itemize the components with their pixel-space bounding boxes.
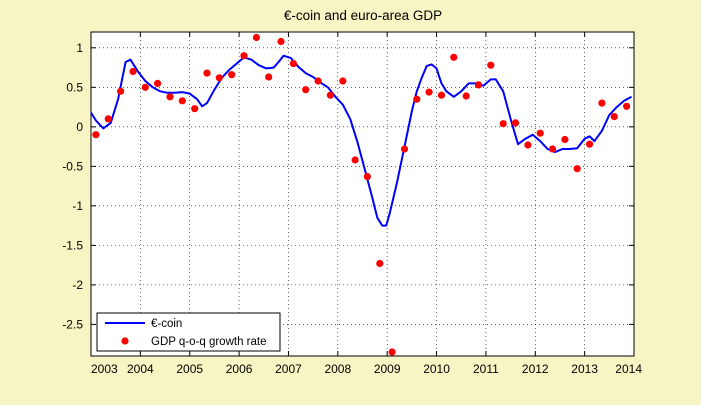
gdp-point [610, 113, 618, 121]
y-tick-label: -2 [72, 278, 83, 292]
x-tick-label: 2005 [176, 362, 203, 376]
gdp-point [413, 95, 421, 103]
y-tick-label: -1.5 [62, 238, 83, 252]
gdp-point [425, 88, 433, 96]
x-tick-label: 2004 [127, 362, 154, 376]
gdp-point [240, 52, 248, 60]
gdp-point [623, 102, 631, 110]
gdp-point [524, 141, 532, 149]
gdp-point [573, 165, 581, 173]
grid [91, 32, 634, 356]
y-tick-label: 0.5 [66, 80, 83, 94]
x-tick-label: 2006 [226, 362, 253, 376]
gdp-point [376, 259, 384, 268]
legend-box [96, 312, 281, 352]
legend-marker-swatch [121, 337, 129, 345]
gdp-point [598, 99, 606, 107]
gdp-point [339, 77, 347, 85]
legend-label-gdp: GDP q-o-q growth rate [151, 336, 266, 348]
gdp-point [326, 91, 334, 99]
gdp-point [203, 69, 211, 77]
y-tick-label: 1 [76, 41, 83, 55]
gdp-point [388, 348, 396, 356]
gdp-point [487, 61, 495, 69]
x-tick-label: 2011 [473, 362, 499, 376]
y-tick-label: -0.5 [62, 159, 83, 173]
gdp-point [351, 156, 359, 164]
gdp-point [252, 33, 260, 42]
gdp-point [561, 135, 569, 144]
x-tick-label: 2009 [374, 362, 401, 376]
gdp-point [400, 145, 409, 153]
gdp-point [92, 131, 100, 139]
gdp-point [265, 73, 273, 81]
gdp-point [450, 53, 458, 61]
gdp-point [499, 120, 507, 128]
legend-label-ecoin: €-coin [151, 318, 182, 330]
gdp-point [178, 97, 186, 105]
gdp-point [141, 83, 149, 91]
gdp-point [536, 129, 544, 137]
gdp-point [104, 115, 112, 123]
y-axis: -2.5 -2 -1.5 -1 -0.5 0 0.5 1 [62, 41, 634, 331]
gdp-point [129, 67, 137, 76]
gdp-point [154, 79, 162, 87]
gdp-point [228, 71, 236, 79]
x-tick-label: 2013 [571, 362, 598, 376]
gdp-point [511, 119, 520, 127]
x-tick-label: 2010 [423, 362, 450, 376]
series-ecoin [90, 54, 632, 227]
gdp-point [586, 140, 594, 148]
gdp-point [363, 173, 371, 181]
x-tick-label: 2003 [91, 362, 118, 376]
x-tick-label: 2007 [275, 362, 302, 376]
gdp-point [474, 81, 483, 89]
x-tick-label: 2014 [615, 362, 642, 376]
gdp-point [462, 92, 470, 100]
gdp-point [166, 93, 174, 101]
y-tick-label: 0 [76, 120, 83, 134]
chart-title: €-coin and euro-area GDP [284, 8, 442, 23]
gdp-point [314, 77, 322, 85]
gdp-point [548, 145, 557, 153]
plot-area [90, 31, 635, 357]
gdp-point [117, 87, 125, 95]
gdp-point [277, 37, 285, 46]
gdp-point [437, 91, 446, 99]
x-axis: 2003 2004 2005 2006 2007 2008 2009 2010 2011 2012… [90, 32, 642, 376]
x-tick-label: 2012 [522, 362, 549, 376]
y-tick-label: -1 [72, 199, 83, 213]
gdp-point [302, 86, 310, 94]
legend: €-coin GDP q-o-q growth rate [96, 312, 281, 352]
x-tick-label: 2008 [324, 362, 351, 376]
ecoin-line [90, 54, 632, 227]
series-gdp [92, 33, 631, 356]
gdp-point [215, 74, 223, 82]
gdp-point [289, 60, 297, 68]
y-tick-label: -2.5 [62, 317, 83, 331]
gdp-point [191, 105, 199, 113]
